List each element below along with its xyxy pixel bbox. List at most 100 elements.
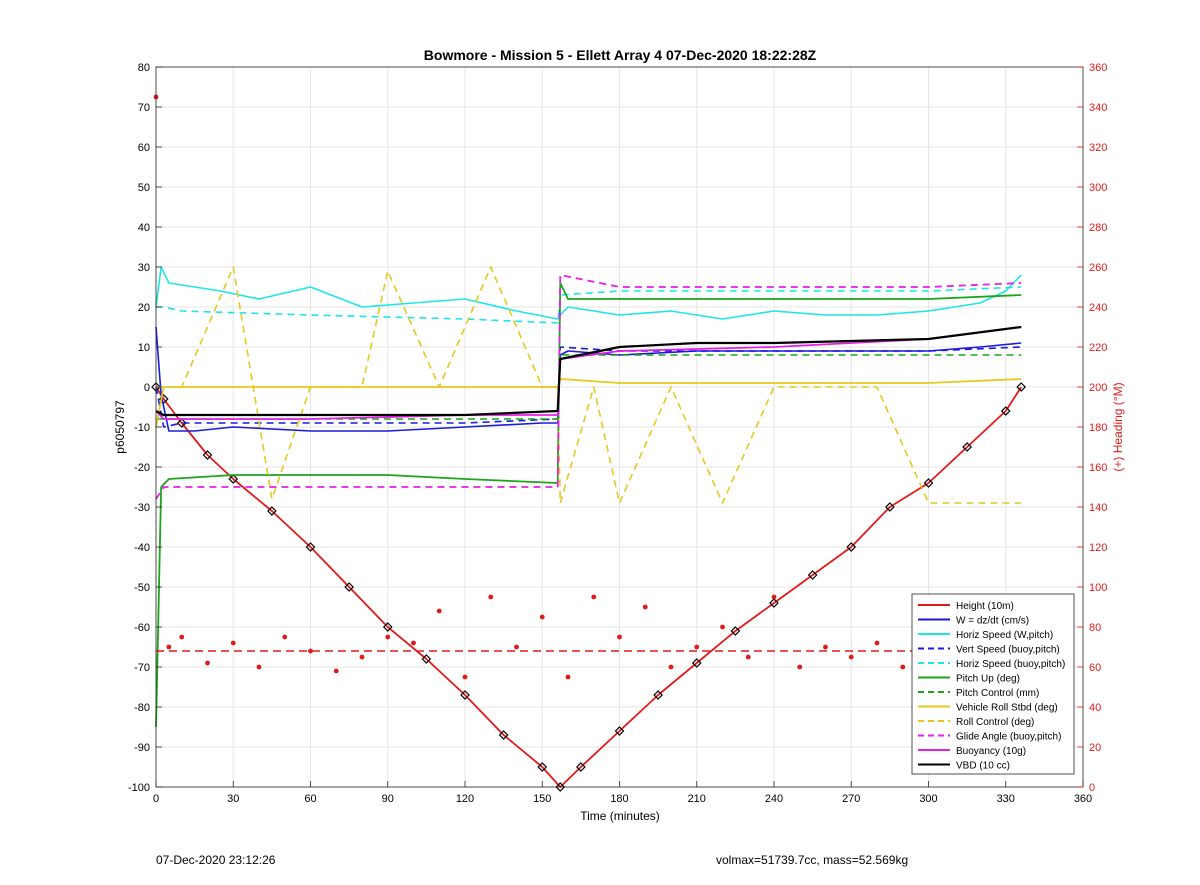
heading-point bbox=[591, 594, 597, 600]
heading-point bbox=[514, 644, 519, 650]
legend-label: Pitch Control (mm) bbox=[956, 688, 1039, 699]
y-tick-label: -60 bbox=[134, 622, 150, 634]
right-tick-label: 360 bbox=[1089, 62, 1107, 74]
x-tick-label: 210 bbox=[688, 793, 706, 805]
right-tick-label: 280 bbox=[1089, 222, 1107, 234]
heading-point bbox=[617, 634, 622, 640]
y-tick-label: 70 bbox=[138, 102, 150, 114]
legend-label: Horiz Speed (W,pitch) bbox=[956, 630, 1053, 641]
x-tick-label: 30 bbox=[227, 793, 239, 805]
height-marker bbox=[305, 542, 316, 552]
heading-point bbox=[488, 594, 494, 600]
right-tick-label: 320 bbox=[1089, 142, 1107, 154]
y-tick-label: 50 bbox=[138, 182, 150, 194]
height-marker bbox=[1016, 382, 1027, 392]
y-tick-label: -40 bbox=[134, 542, 150, 554]
y-tick-label: -30 bbox=[134, 502, 150, 514]
x-tick-label: 120 bbox=[456, 793, 474, 805]
legend-label: Horiz Speed (buoy,pitch) bbox=[956, 659, 1065, 670]
legend-label: W = dz/dt (cm/s) bbox=[956, 616, 1029, 627]
x-tick-label: 360 bbox=[1074, 793, 1092, 805]
heading-point bbox=[771, 594, 777, 600]
series-pitch-control-mm bbox=[156, 354, 1022, 420]
x-tick-label: 150 bbox=[533, 793, 551, 805]
right-tick-label: 60 bbox=[1089, 662, 1101, 674]
height-marker bbox=[537, 762, 548, 772]
height-marker bbox=[1000, 406, 1011, 416]
x-axis-label: Time (minutes) bbox=[580, 809, 660, 823]
heading-point bbox=[333, 668, 339, 674]
legend-label: Roll Control (deg) bbox=[956, 717, 1034, 728]
heading-point bbox=[642, 604, 648, 610]
heading-point bbox=[436, 608, 442, 614]
left-axis: -100-90-80-70-60-50-40-30-20-10010203040… bbox=[128, 62, 162, 794]
heading-point bbox=[848, 654, 854, 660]
height-marker bbox=[614, 726, 625, 736]
y-tick-label: 60 bbox=[138, 142, 150, 154]
legend-label: VBD (10 cc) bbox=[956, 761, 1010, 772]
y-tick-label: 40 bbox=[138, 222, 150, 234]
series-glide-angle-buoy-pitch bbox=[155, 274, 1022, 500]
height-marker bbox=[653, 690, 663, 700]
y-tick-label: -10 bbox=[134, 422, 150, 434]
y-tick-label: 0 bbox=[144, 382, 150, 394]
height-marker bbox=[344, 582, 354, 592]
right-axis: 0 20 40 60 80 100 120 140 160 180 200 220 240 260 280 3… bbox=[1077, 62, 1107, 794]
y-tick-label: 10 bbox=[138, 342, 150, 354]
x-tick-label: 60 bbox=[304, 793, 316, 805]
x-tick-label: 90 bbox=[382, 793, 394, 805]
y-tick-label: 20 bbox=[138, 302, 150, 314]
series-pitch-up-deg bbox=[155, 282, 1022, 728]
y-axis-label: p6050797 bbox=[113, 400, 127, 454]
heading-point bbox=[166, 644, 172, 650]
right-tick-label: 140 bbox=[1089, 502, 1107, 514]
heading-point bbox=[874, 640, 880, 646]
heading-point bbox=[797, 664, 803, 670]
legend: Height (10m) W = dz/dt (cm/s) Horiz Speed … bbox=[911, 593, 1075, 775]
y-tick-label: -100 bbox=[128, 782, 150, 794]
right-tick-label: 120 bbox=[1089, 542, 1107, 554]
height-marker bbox=[730, 626, 741, 636]
height-marker bbox=[691, 658, 702, 668]
x-tick-label: 300 bbox=[919, 793, 937, 805]
heading-point bbox=[668, 664, 674, 670]
right-axis-label: (+) Heading (°M) bbox=[1111, 382, 1125, 471]
heading-point bbox=[900, 664, 906, 670]
y-tick-label: 30 bbox=[138, 262, 150, 274]
heading-point bbox=[539, 614, 545, 620]
height-marker bbox=[228, 474, 239, 484]
series-buoyancy-10g bbox=[155, 326, 1022, 420]
chart-title: Bowmore - Mission 5 - Ellett Array 4 07-… bbox=[424, 47, 817, 63]
right-tick-label: 240 bbox=[1089, 302, 1107, 314]
footer-timestamp: 07-Dec-2020 23:12:26 bbox=[156, 853, 276, 867]
legend-label: Vert Speed (buoy,pitch) bbox=[956, 645, 1060, 656]
right-tick-label: 180 bbox=[1089, 422, 1107, 434]
height-marker bbox=[202, 450, 213, 460]
right-tick-label: 300 bbox=[1089, 182, 1107, 194]
heading-point bbox=[179, 634, 185, 640]
height-marker bbox=[555, 782, 566, 792]
heading-point bbox=[308, 648, 313, 654]
legend-label: Buoyancy (10g) bbox=[956, 746, 1026, 757]
y-tick-label: -50 bbox=[134, 582, 150, 594]
legend-label: Height (10m) bbox=[956, 601, 1014, 612]
legend-box bbox=[911, 593, 1075, 775]
heading-point bbox=[694, 644, 700, 650]
height-marker bbox=[421, 654, 432, 664]
y-tick-label: -90 bbox=[134, 742, 150, 754]
height-marker bbox=[885, 502, 895, 512]
height-marker bbox=[962, 442, 972, 452]
height-marker bbox=[382, 622, 393, 632]
right-tick-label: 260 bbox=[1089, 262, 1107, 274]
heading-point bbox=[256, 664, 262, 670]
heading-point bbox=[823, 644, 828, 650]
footer-volmax-mass: volmax=51739.7cc, mass=52.569kg bbox=[716, 853, 909, 867]
heading-point bbox=[411, 640, 416, 646]
right-tick-label: 340 bbox=[1089, 102, 1107, 114]
y-tick-label: -70 bbox=[134, 662, 150, 674]
series-layer bbox=[151, 94, 1027, 792]
right-tick-label: 220 bbox=[1089, 342, 1107, 354]
right-tick-label: 20 bbox=[1089, 742, 1101, 754]
height-marker bbox=[923, 478, 934, 488]
